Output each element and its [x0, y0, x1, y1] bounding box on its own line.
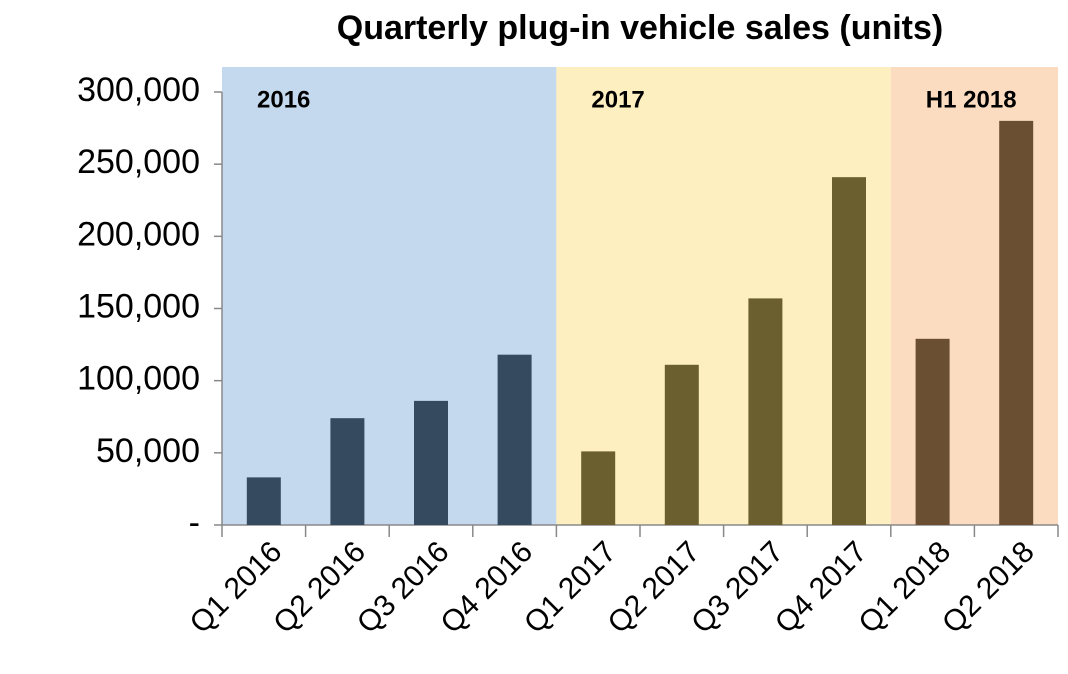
x-tick-label: Q1 2017	[518, 535, 623, 640]
x-tick-label: Q3 2016	[351, 535, 456, 640]
x-tick-label: Q2 2016	[267, 535, 372, 640]
chart-title: Quarterly plug-in vehicle sales (units)	[337, 9, 944, 47]
bar	[330, 418, 365, 525]
y-tick-label: 150,000	[77, 287, 200, 325]
x-tick-label: Q1 2018	[852, 535, 957, 640]
bar	[748, 298, 783, 525]
y-tick-label: 50,000	[96, 432, 200, 470]
period-label: 2017	[591, 86, 644, 113]
y-tick-label: 200,000	[77, 215, 200, 253]
x-tick-label: Q2 2017	[602, 535, 707, 640]
y-tick-label: 300,000	[77, 71, 200, 109]
bar	[915, 338, 950, 525]
bar	[999, 120, 1034, 525]
bar	[664, 364, 699, 525]
y-tick-label: 250,000	[77, 143, 200, 181]
bar	[581, 451, 616, 525]
y-tick-label: 100,000	[77, 360, 200, 398]
bar	[414, 400, 448, 525]
x-tick-label: Q4 2016	[434, 535, 539, 640]
y-tick-label: -	[189, 504, 200, 542]
bar	[832, 177, 866, 525]
x-tick-label: Q3 2017	[685, 535, 790, 640]
period-label: 2016	[257, 86, 310, 113]
period-label: H1 2018	[926, 86, 1017, 113]
x-tick-label: Q4 2017	[769, 535, 874, 640]
bar	[497, 354, 532, 525]
x-tick-label: Q1 2016	[184, 535, 289, 640]
bar	[246, 477, 281, 525]
x-tick-label: Q2 2018	[936, 535, 1041, 640]
